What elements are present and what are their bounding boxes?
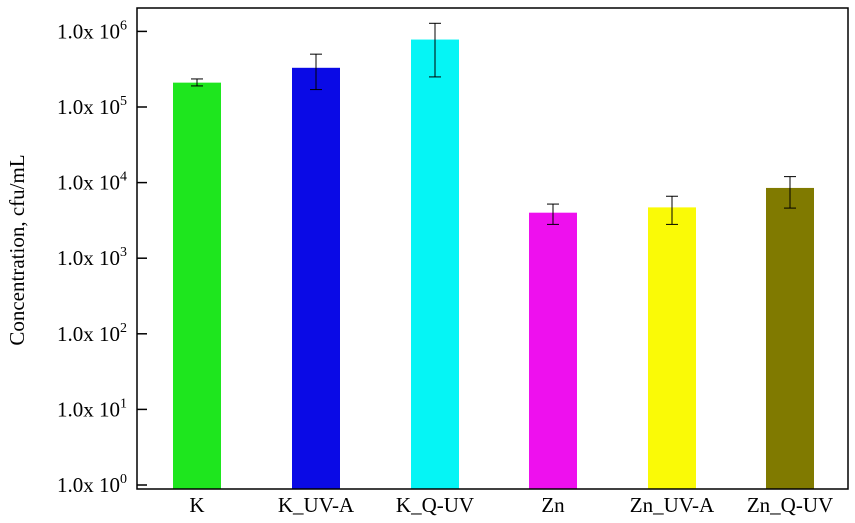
x-tick-label: K_UV-A bbox=[278, 493, 355, 517]
error-bar bbox=[191, 78, 203, 87]
bar-zn-q-uv bbox=[766, 187, 814, 490]
error-bar bbox=[666, 195, 678, 225]
y-tick-label: 1.0x 100 bbox=[57, 472, 127, 497]
bars-layer bbox=[173, 39, 814, 490]
x-tick-label: K bbox=[189, 493, 204, 517]
error-bar bbox=[784, 176, 796, 209]
bar-k-q-uv bbox=[411, 39, 459, 489]
plot-frame bbox=[136, 7, 849, 490]
bar-k-uv-a bbox=[292, 67, 340, 489]
y-tick-label: 1.0x 103 bbox=[57, 245, 127, 270]
y-axis-ticks: 1.0x 100 1.0x 101 1.0x 102 1.0x 103 1.0x 104… bbox=[57, 18, 147, 497]
y-tick-label: 1.0x 104 bbox=[57, 170, 127, 195]
y-axis-label: Concentration, cfu/mL bbox=[5, 154, 29, 345]
x-tick-label: Zn bbox=[541, 493, 565, 517]
y-tick-label: 1.0x 101 bbox=[57, 396, 127, 421]
error-bar bbox=[429, 22, 441, 78]
x-tick-label: Zn_UV-A bbox=[630, 493, 715, 517]
bar-zn-uv-a bbox=[648, 207, 696, 489]
x-tick-label: K_Q-UV bbox=[396, 493, 474, 517]
y-tick-label: 1.0x 105 bbox=[57, 94, 127, 119]
bar-k bbox=[173, 82, 221, 489]
x-tick-label: Zn_Q-UV bbox=[747, 493, 833, 517]
x-axis-ticks: K K_UV-A K_Q-UV Zn Zn_UV-A Zn_Q-UV bbox=[189, 493, 833, 517]
bar-zn bbox=[529, 212, 577, 489]
error-bars-layer bbox=[191, 22, 796, 225]
error-bar bbox=[310, 53, 322, 91]
error-bar bbox=[547, 203, 559, 225]
y-tick-label: 1.0x 102 bbox=[57, 321, 127, 346]
y-tick-label: 1.0x 106 bbox=[57, 18, 127, 43]
